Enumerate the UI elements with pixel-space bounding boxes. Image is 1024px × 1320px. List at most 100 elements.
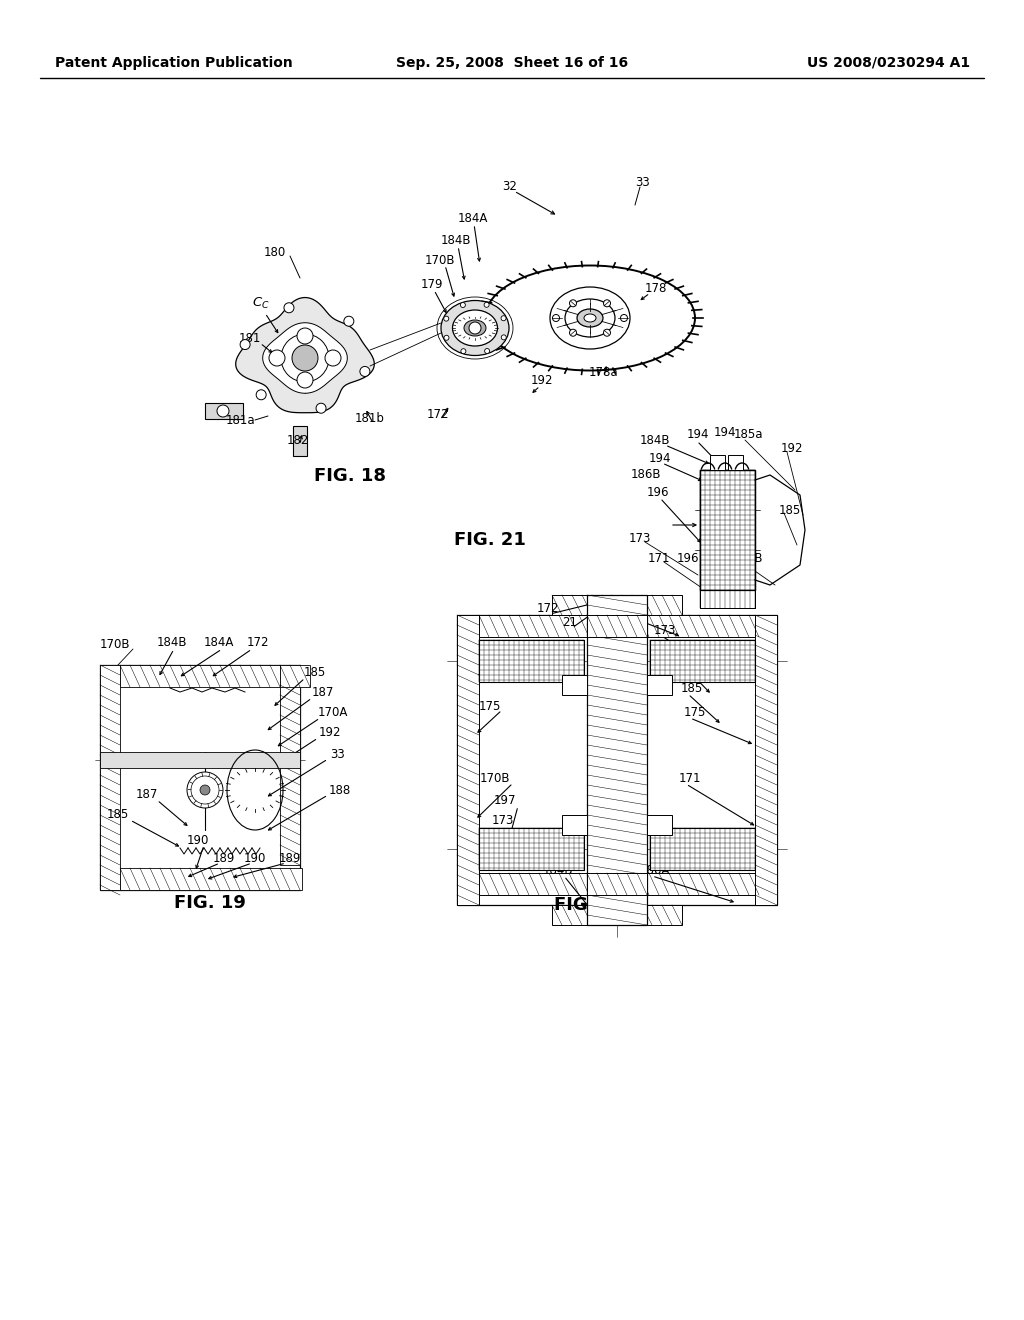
Text: 181: 181 bbox=[239, 331, 261, 345]
Text: FIG. 18: FIG. 18 bbox=[314, 467, 386, 484]
Text: 192: 192 bbox=[318, 726, 341, 739]
Circle shape bbox=[461, 302, 465, 308]
Circle shape bbox=[269, 350, 285, 366]
Text: 173: 173 bbox=[492, 813, 514, 826]
Polygon shape bbox=[236, 297, 375, 413]
Text: 192: 192 bbox=[530, 374, 553, 387]
Circle shape bbox=[344, 317, 354, 326]
Text: 185: 185 bbox=[681, 681, 703, 694]
Text: 184A: 184A bbox=[595, 863, 626, 876]
Bar bbox=[280, 685, 300, 865]
Text: 33: 33 bbox=[331, 748, 345, 762]
Polygon shape bbox=[263, 323, 347, 393]
Text: 189: 189 bbox=[279, 851, 301, 865]
Bar bbox=[100, 665, 120, 890]
Bar bbox=[647, 814, 672, 836]
Bar bbox=[479, 615, 755, 638]
Text: FIG. 21: FIG. 21 bbox=[454, 531, 526, 549]
Text: 172: 172 bbox=[537, 602, 559, 615]
Bar bbox=[100, 665, 300, 890]
Text: 182: 182 bbox=[287, 433, 309, 446]
Text: 194: 194 bbox=[649, 451, 672, 465]
Bar bbox=[700, 590, 755, 609]
Circle shape bbox=[569, 300, 577, 306]
Bar bbox=[587, 595, 647, 925]
Text: 172: 172 bbox=[247, 636, 269, 649]
Text: 184A: 184A bbox=[458, 211, 488, 224]
Text: 187: 187 bbox=[312, 686, 334, 700]
Text: 181a: 181a bbox=[225, 413, 255, 426]
Bar bbox=[120, 665, 280, 686]
Bar bbox=[587, 595, 647, 925]
Circle shape bbox=[484, 302, 489, 308]
Text: 195: 195 bbox=[701, 552, 724, 565]
Circle shape bbox=[281, 334, 329, 381]
Text: 184B: 184B bbox=[640, 433, 671, 446]
Ellipse shape bbox=[485, 265, 695, 371]
Circle shape bbox=[484, 348, 489, 354]
Text: 194: 194 bbox=[714, 426, 736, 440]
Bar bbox=[120, 869, 302, 890]
Text: 185: 185 bbox=[304, 667, 326, 680]
Text: 190: 190 bbox=[186, 833, 209, 846]
Circle shape bbox=[316, 403, 326, 413]
Circle shape bbox=[187, 772, 223, 808]
Text: 184B: 184B bbox=[543, 863, 573, 876]
Text: 32: 32 bbox=[503, 180, 517, 193]
Bar bbox=[100, 752, 300, 768]
Text: 185: 185 bbox=[106, 808, 129, 821]
Bar bbox=[457, 615, 479, 906]
Bar bbox=[700, 470, 755, 590]
Ellipse shape bbox=[441, 301, 509, 355]
Ellipse shape bbox=[464, 319, 486, 337]
Text: 192: 192 bbox=[589, 602, 611, 615]
Circle shape bbox=[325, 350, 341, 366]
Bar bbox=[710, 455, 725, 470]
Text: 187: 187 bbox=[136, 788, 158, 801]
Ellipse shape bbox=[577, 309, 603, 327]
Circle shape bbox=[501, 315, 506, 321]
Circle shape bbox=[621, 314, 628, 322]
Text: 185a: 185a bbox=[733, 429, 763, 441]
Text: Patent Application Publication: Patent Application Publication bbox=[55, 55, 293, 70]
Bar bbox=[587, 615, 647, 638]
Text: 170B: 170B bbox=[480, 771, 510, 784]
Text: 186B: 186B bbox=[631, 469, 662, 482]
Bar bbox=[650, 828, 755, 870]
Text: 186A: 186A bbox=[640, 863, 670, 876]
Circle shape bbox=[297, 372, 313, 388]
Text: 189: 189 bbox=[213, 851, 236, 865]
Circle shape bbox=[284, 302, 294, 313]
Circle shape bbox=[603, 329, 610, 337]
Text: 181b: 181b bbox=[355, 412, 385, 425]
Bar bbox=[457, 615, 777, 906]
Bar bbox=[280, 665, 310, 686]
Circle shape bbox=[553, 314, 559, 322]
Bar bbox=[650, 640, 755, 682]
Circle shape bbox=[240, 339, 250, 350]
Text: 170B: 170B bbox=[733, 552, 763, 565]
Ellipse shape bbox=[584, 314, 596, 322]
Circle shape bbox=[461, 348, 466, 354]
Bar bbox=[700, 590, 755, 609]
Text: FIG. 20: FIG. 20 bbox=[554, 896, 626, 913]
Ellipse shape bbox=[565, 300, 615, 337]
Text: Sep. 25, 2008  Sheet 16 of 16: Sep. 25, 2008 Sheet 16 of 16 bbox=[396, 55, 628, 70]
Circle shape bbox=[443, 315, 449, 321]
Bar bbox=[755, 615, 777, 906]
Text: 197: 197 bbox=[494, 793, 516, 807]
Text: 170B: 170B bbox=[99, 639, 130, 652]
Bar bbox=[647, 675, 672, 696]
Text: FIG. 19: FIG. 19 bbox=[174, 894, 246, 912]
Text: 170A: 170A bbox=[678, 656, 709, 668]
Text: 179: 179 bbox=[421, 277, 443, 290]
Text: 175: 175 bbox=[684, 705, 707, 718]
Circle shape bbox=[256, 389, 266, 400]
Text: 188: 188 bbox=[329, 784, 351, 796]
Bar bbox=[700, 470, 755, 590]
Text: 186B: 186B bbox=[500, 642, 530, 655]
Text: 170A: 170A bbox=[317, 706, 348, 719]
Bar bbox=[552, 906, 682, 925]
Bar bbox=[650, 640, 755, 682]
Circle shape bbox=[501, 335, 506, 339]
